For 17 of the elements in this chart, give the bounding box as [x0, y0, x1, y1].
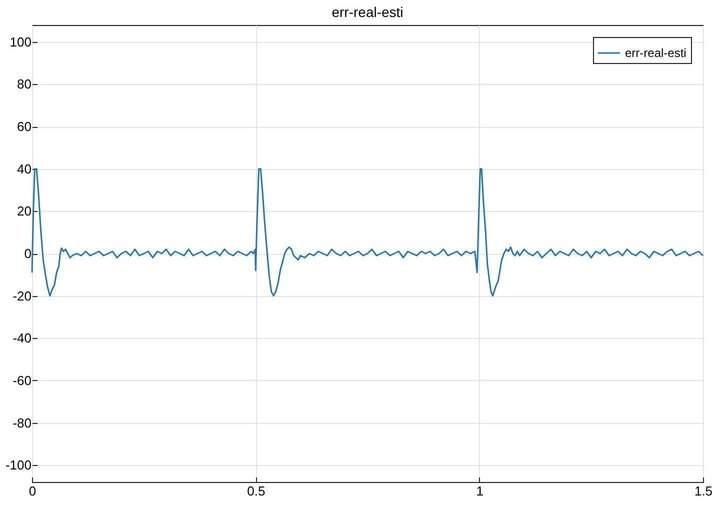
y-tick-label: -100: [5, 458, 32, 473]
y-tick-label: -80: [12, 415, 32, 430]
y-tick-label: 40: [17, 161, 32, 176]
y-tick-label: 80: [17, 76, 32, 92]
y-tick-label: 20: [17, 204, 32, 219]
legend-label: err-real-esti: [625, 46, 686, 60]
y-tick-label: 60: [17, 119, 32, 134]
y-tick-label: -40: [12, 330, 32, 346]
chart-title: err-real-esti: [332, 4, 404, 20]
line-series: [31, 168, 704, 297]
x-tick-label: 1.5: [694, 484, 713, 498]
x-tick-label: 1: [476, 484, 484, 498]
y-tick-label: 0: [24, 246, 32, 261]
y-tick-label: -20: [12, 288, 32, 304]
y-tick-label: -60: [12, 372, 32, 388]
y-tick-label: 100: [10, 34, 32, 50]
x-tick-label: 0.5: [247, 484, 266, 498]
